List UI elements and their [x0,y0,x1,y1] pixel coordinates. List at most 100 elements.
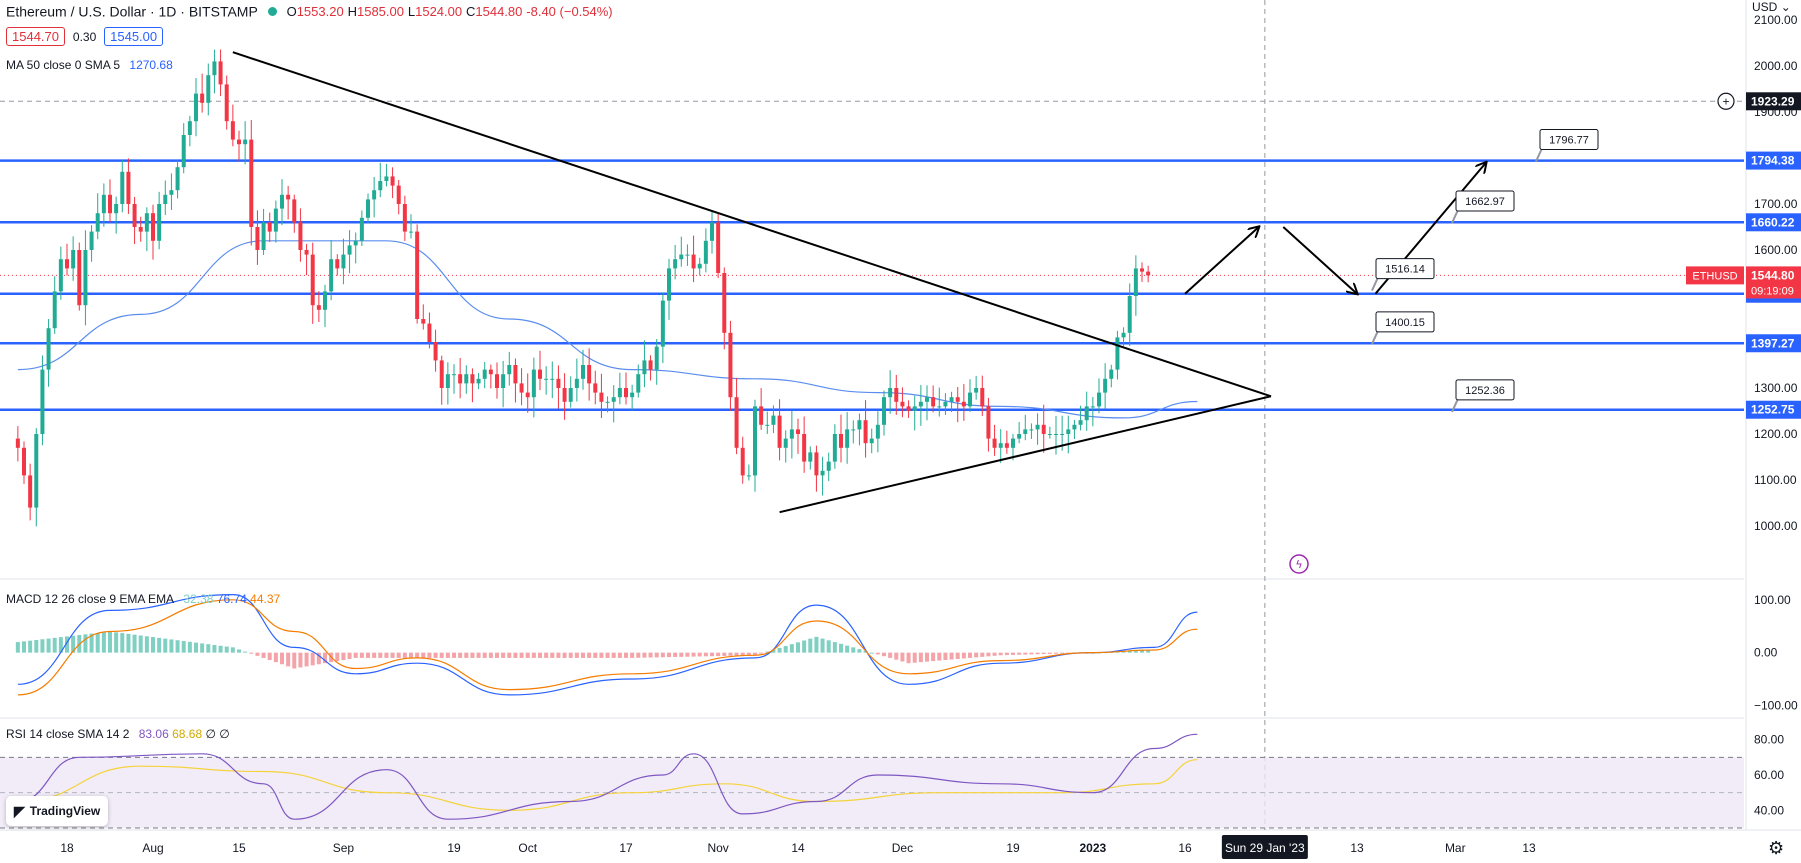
macd-hist-bar [71,635,76,653]
macd-hist-bar [452,652,456,658]
candle-body [323,291,327,310]
candle-body [384,176,389,181]
candle-body [439,360,444,388]
gear-icon[interactable]: ⚙ [1768,838,1785,858]
macd-hist-bar [617,652,622,658]
candle-body [845,429,850,448]
candle-body [839,434,843,448]
candle-body [52,291,57,329]
currency-menu[interactable]: USD ⌄ [1752,0,1791,14]
candle-body [390,176,395,186]
macd-hist-bar [642,652,647,658]
rsi-tick-label: 60.00 [1754,768,1784,782]
candle-body [562,388,567,402]
candle-body [261,222,266,250]
rsi-tick-label: 80.00 [1754,733,1784,747]
macd-hist-bar [581,652,585,658]
callout-box [1455,379,1515,401]
candle-body [1011,438,1015,448]
time-tick-label: Sep [333,841,355,855]
candle-body [1103,378,1108,393]
macd-hist-bar [918,652,923,663]
candle-body [452,374,456,376]
candle-body [292,199,297,223]
candle-body [341,254,346,269]
macd-hist-bar [83,634,88,653]
ma-legend[interactable]: MA 50 close 0 SMA 5 1270.68 [6,57,173,72]
level-price-label: 1252.75 [1751,403,1795,417]
candle-body [697,263,702,269]
symbol-badge [1686,266,1744,285]
level-price-label: 1660.22 [1751,215,1795,229]
candle-body [826,461,831,471]
macd-hist-bar [22,641,26,653]
time-tick-label: 16 [1178,841,1192,855]
candle-body [931,397,936,407]
candle-body [513,365,518,384]
macd-hist-bar [402,652,407,658]
callout-box [1455,190,1515,212]
macd-hist-bar [925,652,929,662]
symbol-title[interactable]: Ethereum / U.S. Dollar · 1D · BITSTAMP [6,3,258,20]
candle-body [169,190,174,195]
candle-body [617,388,622,398]
candle-body [660,300,665,347]
candle-body [888,388,893,398]
candle-body [710,222,714,241]
candle-body [415,231,420,319]
chevron-down-icon: ⌄ [1780,0,1791,14]
ma-legend-value: 1270.68 [129,57,173,72]
macd-hist-bar [789,644,794,653]
candle-body [599,392,604,402]
ask-button[interactable]: 1545.00 [104,27,164,46]
candle-body [316,305,321,310]
candle-body [304,250,309,255]
candle-body [605,401,610,403]
candle-body [71,250,76,269]
bid-button[interactable]: 1544.70 [6,27,65,46]
candle-body [267,222,272,232]
candle-body [22,447,26,476]
macd-hist-bar [937,652,942,661]
candle-body [789,429,794,439]
candle-body [679,254,684,260]
macd-hist-bar [734,652,739,656]
level-price-badge [1746,400,1801,419]
candle-body [200,93,205,103]
macd-hist-bar [501,652,506,658]
macd-hist-bar [1054,652,1058,654]
price-tick-label: 1200.00 [1754,427,1798,441]
projection-arrow [1282,226,1357,294]
tradingview-logo[interactable]: ◤ TradingView [6,796,109,826]
macd-hist-bar [108,631,112,653]
candle-body [531,369,536,398]
current-price-badge [1746,266,1801,299]
candle-body [273,208,278,232]
macd-legend[interactable]: MACD 12 26 close 9 EMA EMA 32.38 76.74 4… [6,591,280,606]
time-tick-label: 15 [232,841,246,855]
macd-hist-bar [728,652,733,656]
macd-hist-bar [341,652,346,661]
crosshair-date-badge [1221,835,1308,859]
candle-body [771,415,776,425]
candle-body [421,319,426,324]
candle-body [1054,434,1058,435]
candle-body [359,217,364,241]
crosshair-date-label: Sun 29 Jan '23 [1225,841,1305,855]
candle-body [857,420,862,430]
macd-hist-bar [366,652,370,658]
candle-body [237,139,241,145]
candle-body [470,374,475,384]
macd-hist-bar [550,652,555,658]
candle-body [335,259,340,269]
macd-hist-bar [556,652,561,658]
macd-hist-bar [875,652,880,655]
rsi-legend[interactable]: RSI 14 close SMA 14 2 83.06 68.68 ∅ ∅ [6,726,230,741]
rsi-line [17,733,1198,820]
macd-hist-bar [249,652,254,654]
macd-hist-bar [679,652,684,657]
macd-hist-bar [58,637,63,653]
time-tick-label: 19 [1006,841,1020,855]
candle-body [224,84,229,122]
